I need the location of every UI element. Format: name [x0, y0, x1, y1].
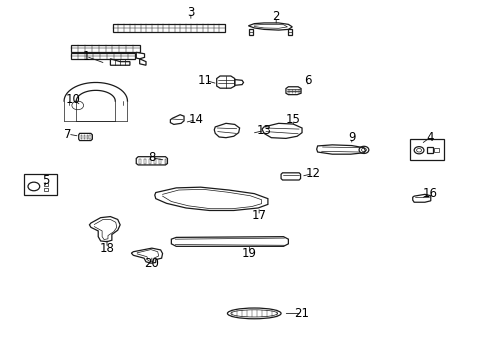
Bar — [71, 53, 135, 59]
Bar — [149, 159, 151, 163]
Bar — [113, 24, 224, 32]
Bar — [154, 159, 156, 163]
Bar — [89, 135, 91, 139]
Bar — [409, 139, 444, 160]
Text: 21: 21 — [294, 307, 309, 320]
Bar — [288, 90, 289, 93]
Bar — [164, 159, 166, 163]
Text: 1: 1 — [82, 50, 90, 63]
Text: 7: 7 — [64, 127, 72, 141]
Text: 17: 17 — [251, 210, 266, 222]
Text: 19: 19 — [242, 247, 256, 260]
Bar — [291, 90, 292, 93]
Bar — [86, 135, 88, 139]
Bar — [71, 45, 140, 51]
Bar — [83, 135, 85, 139]
Bar — [81, 135, 82, 139]
Text: 3: 3 — [187, 6, 194, 19]
Bar — [426, 147, 432, 153]
Text: 18: 18 — [100, 242, 114, 255]
Text: 5: 5 — [42, 174, 49, 186]
Bar — [144, 159, 146, 163]
Text: 13: 13 — [256, 124, 271, 137]
Bar — [298, 90, 299, 93]
Bar — [24, 174, 57, 195]
Text: 6: 6 — [304, 74, 311, 87]
Text: 20: 20 — [144, 257, 159, 270]
Text: 4: 4 — [425, 131, 433, 144]
Text: 10: 10 — [65, 93, 80, 106]
Text: 9: 9 — [347, 131, 355, 144]
Bar — [139, 159, 141, 163]
Text: 15: 15 — [285, 113, 300, 126]
Text: 2: 2 — [272, 10, 279, 23]
Text: 16: 16 — [422, 187, 436, 200]
Text: 12: 12 — [305, 167, 320, 180]
Bar — [433, 148, 438, 152]
Bar — [43, 183, 48, 186]
Text: 14: 14 — [188, 113, 203, 126]
Bar — [294, 90, 296, 93]
Bar — [159, 159, 161, 163]
Text: 8: 8 — [148, 151, 155, 164]
Text: 11: 11 — [198, 74, 213, 87]
Bar — [43, 188, 48, 192]
